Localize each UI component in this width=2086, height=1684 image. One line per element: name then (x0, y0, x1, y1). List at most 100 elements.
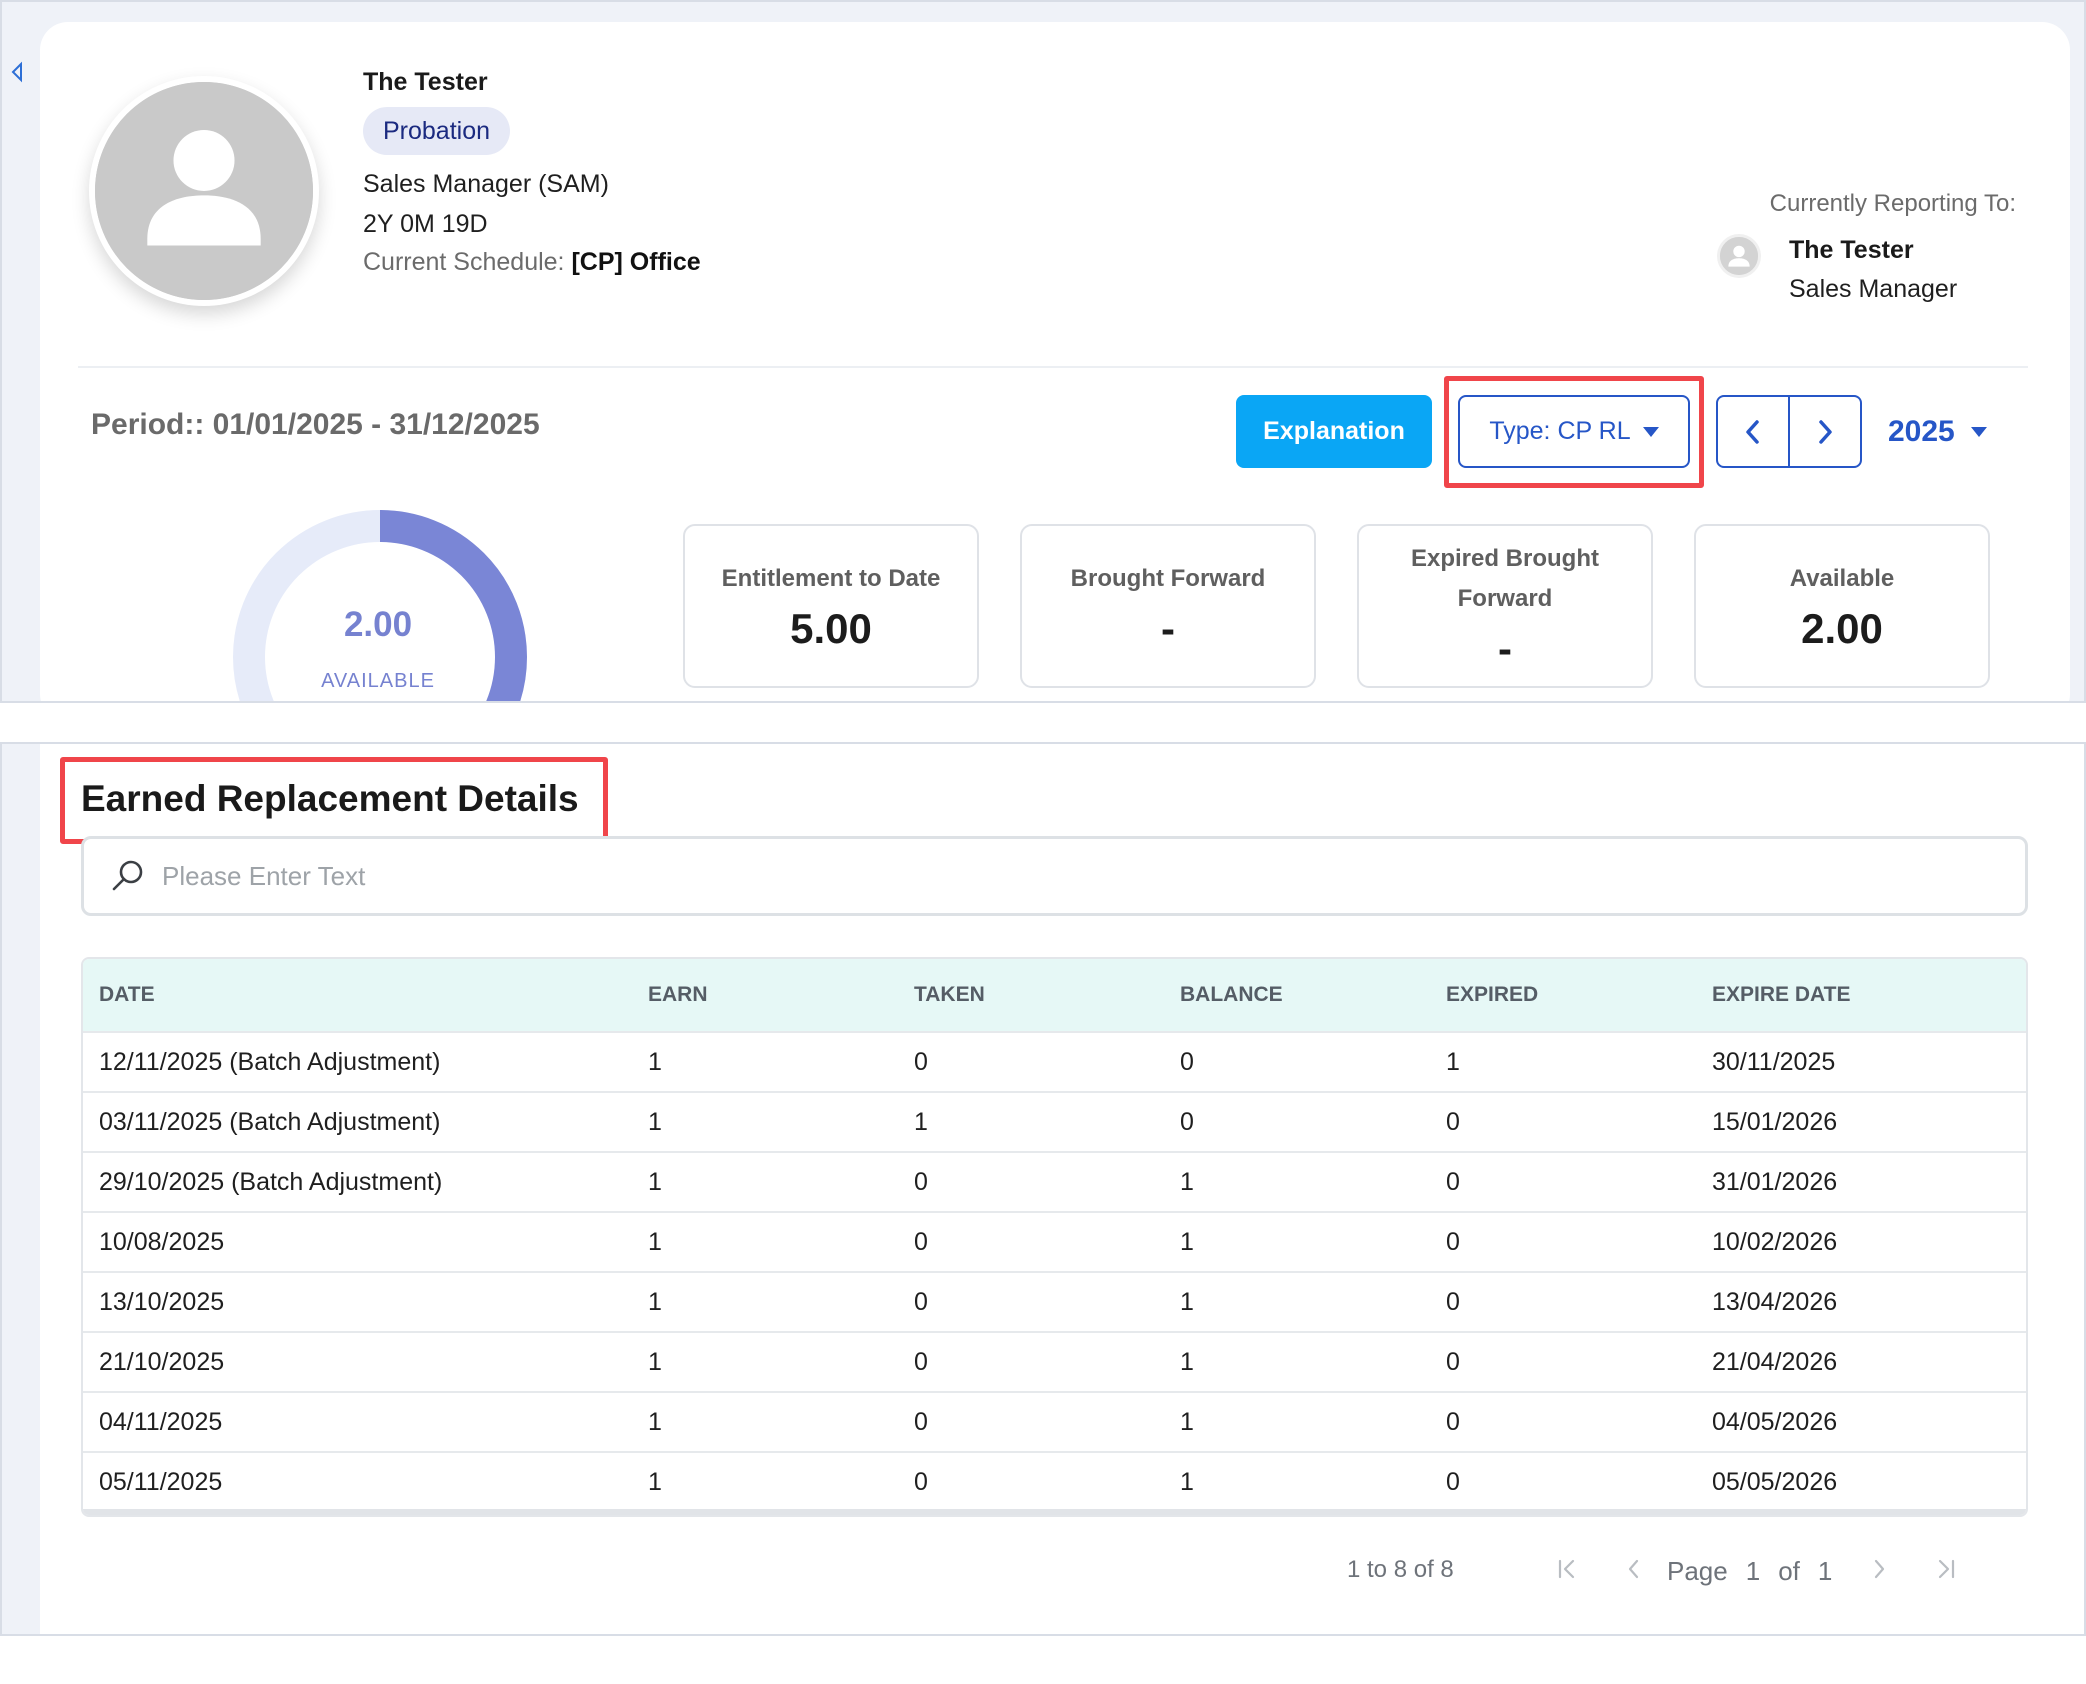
column-header-taken[interactable]: TAKEN (914, 983, 985, 1006)
cell-expire-date: 21/04/2026 (1712, 1347, 1838, 1376)
cell-earn: 1 (648, 1287, 662, 1316)
cell-earn: 1 (648, 1407, 662, 1436)
chevron-left-icon (1746, 419, 1759, 444)
previous-page-button[interactable] (1619, 1554, 1649, 1584)
page-indicator: Page 1 of 1 (1667, 1556, 1832, 1587)
search-icon (112, 860, 143, 891)
cell-expire-date: 31/01/2026 (1712, 1167, 1838, 1196)
next-year-button[interactable] (1788, 397, 1860, 466)
table-row: 05/11/2025 1 0 1 0 05/05/2026 (83, 1452, 2026, 1512)
year-dropdown[interactable]: 2025 (1888, 412, 1987, 452)
table-row: 03/11/2025 (Batch Adjustment) 1 1 0 0 15… (83, 1092, 2026, 1152)
search-box (81, 836, 2028, 916)
chevron-right-icon (1819, 419, 1832, 444)
cell-earn: 1 (648, 1347, 662, 1376)
cell-taken: 0 (914, 1047, 928, 1076)
explanation-button[interactable]: Explanation (1236, 395, 1432, 468)
cell-earn: 1 (648, 1107, 662, 1136)
stat-value: 5.00 (790, 605, 872, 652)
cell-expire-date: 30/11/2025 (1712, 1047, 1836, 1076)
cell-expire-date: 15/01/2026 (1712, 1107, 1838, 1136)
table-row: 29/10/2025 (Batch Adjustment) 1 0 1 0 31… (83, 1152, 2026, 1212)
pagination-summary: 1 to 8 of 8 (1347, 1556, 1454, 1583)
cell-expired: 1 (1446, 1047, 1460, 1076)
cell-balance: 1 (1180, 1407, 1194, 1436)
cell-expired: 0 (1446, 1227, 1460, 1256)
cell-taken: 0 (914, 1287, 928, 1316)
cell-balance: 1 (1180, 1227, 1194, 1256)
leave-type-label: Type: CP RL (1489, 417, 1631, 445)
cell-date: 03/11/2025 (Batch Adjustment) (99, 1107, 441, 1136)
stat-label: Available (1790, 559, 1895, 599)
stat-label-line: Expired Brought (1410, 545, 1599, 572)
employee-summary-panel: The Tester Probation Sales Manager (SAM)… (0, 0, 2086, 703)
stat-card-expired-brought-forward: Expired Brought Forward - (1357, 524, 1653, 688)
cell-balance: 1 (1180, 1167, 1194, 1196)
cell-expire-date: 04/05/2026 (1712, 1407, 1838, 1436)
cell-taken: 1 (914, 1107, 928, 1136)
table-row: 10/08/2025 1 0 1 0 10/02/2026 (83, 1212, 2026, 1272)
caret-down-icon (1970, 427, 1987, 437)
chevron-left-icon (1628, 1559, 1639, 1579)
search-input[interactable] (162, 846, 2025, 906)
donut-value: 2.00 (343, 605, 413, 644)
column-header-date[interactable]: DATE (99, 983, 155, 1006)
leave-type-dropdown[interactable]: Type: CP RL (1458, 395, 1690, 468)
user-placeholder-icon (1720, 237, 1758, 275)
cell-expire-date: 05/05/2026 (1712, 1468, 1838, 1496)
year-navigation (1716, 395, 1862, 468)
cell-balance: 1 (1180, 1287, 1194, 1316)
details-table-grid: DATE EARN TAKEN BALANCE EXPIRED EXPIRE D… (83, 959, 2026, 1512)
cell-expired: 0 (1446, 1107, 1460, 1136)
chevron-right-icon (1874, 1559, 1885, 1579)
cell-taken: 0 (914, 1227, 928, 1256)
table-row: 21/10/2025 1 0 1 0 21/04/2026 (83, 1332, 2026, 1392)
stat-value: - (1161, 605, 1175, 652)
last-page-icon (1938, 1559, 1955, 1579)
manager-avatar (1717, 234, 1761, 278)
cell-expired: 0 (1446, 1287, 1460, 1316)
cell-taken: 0 (914, 1347, 928, 1376)
column-header-expired[interactable]: EXPIRED (1446, 983, 1539, 1006)
total-pages: 1 (1817, 1556, 1833, 1586)
table-header-row: DATE EARN TAKEN BALANCE EXPIRED EXPIRE D… (83, 959, 2026, 1032)
cell-date: 10/08/2025 (99, 1227, 225, 1256)
stat-label: Expired Brought Forward (1411, 539, 1599, 619)
details-table: DATE EARN TAKEN BALANCE EXPIRED EXPIRE D… (81, 957, 2028, 1517)
current-schedule: Current Schedule: [CP] Office (363, 248, 701, 277)
previous-year-button[interactable] (1718, 397, 1788, 466)
donut-label: AVAILABLE (321, 670, 435, 692)
stat-card-entitlement: Entitlement to Date 5.00 (683, 524, 979, 688)
cell-taken: 0 (914, 1468, 928, 1496)
stat-value: - (1498, 625, 1512, 672)
cell-balance: 0 (1180, 1107, 1194, 1136)
schedule-value: [CP] Office (571, 248, 701, 276)
stat-label-line: Entitlement to Date (721, 565, 941, 592)
cell-taken: 0 (914, 1167, 928, 1196)
table-row: 13/10/2025 1 0 1 0 13/04/2026 (83, 1272, 2026, 1332)
cell-expire-date: 10/02/2026 (1712, 1227, 1838, 1256)
first-page-button[interactable] (1552, 1554, 1582, 1584)
column-header-balance[interactable]: BALANCE (1180, 983, 1283, 1006)
next-page-button[interactable] (1864, 1554, 1894, 1584)
cell-date: 21/10/2025 (99, 1347, 225, 1376)
employee-avatar (89, 76, 319, 306)
cell-earn: 1 (648, 1468, 662, 1496)
collapse-sidebar-icon[interactable] (8, 60, 26, 84)
cell-earn: 1 (648, 1167, 662, 1196)
cell-date: 29/10/2025 (Batch Adjustment) (99, 1167, 443, 1196)
cell-balance: 0 (1180, 1047, 1194, 1076)
user-placeholder-icon (95, 82, 313, 300)
cell-taken: 0 (914, 1407, 928, 1436)
cell-expired: 0 (1446, 1347, 1460, 1376)
page-label: Page (1667, 1556, 1728, 1586)
stat-value: 2.00 (1801, 605, 1883, 652)
column-header-earn[interactable]: EARN (648, 983, 708, 1006)
employee-name: The Tester (363, 68, 488, 96)
period-label: Period:: 01/01/2025 - 31/12/2025 (91, 408, 540, 441)
cell-expired: 0 (1446, 1407, 1460, 1436)
cell-expire-date: 13/04/2026 (1712, 1287, 1838, 1316)
column-header-expire-date[interactable]: EXPIRE DATE (1712, 983, 1851, 1006)
cell-balance: 1 (1180, 1468, 1194, 1496)
last-page-button[interactable] (1931, 1554, 1961, 1584)
